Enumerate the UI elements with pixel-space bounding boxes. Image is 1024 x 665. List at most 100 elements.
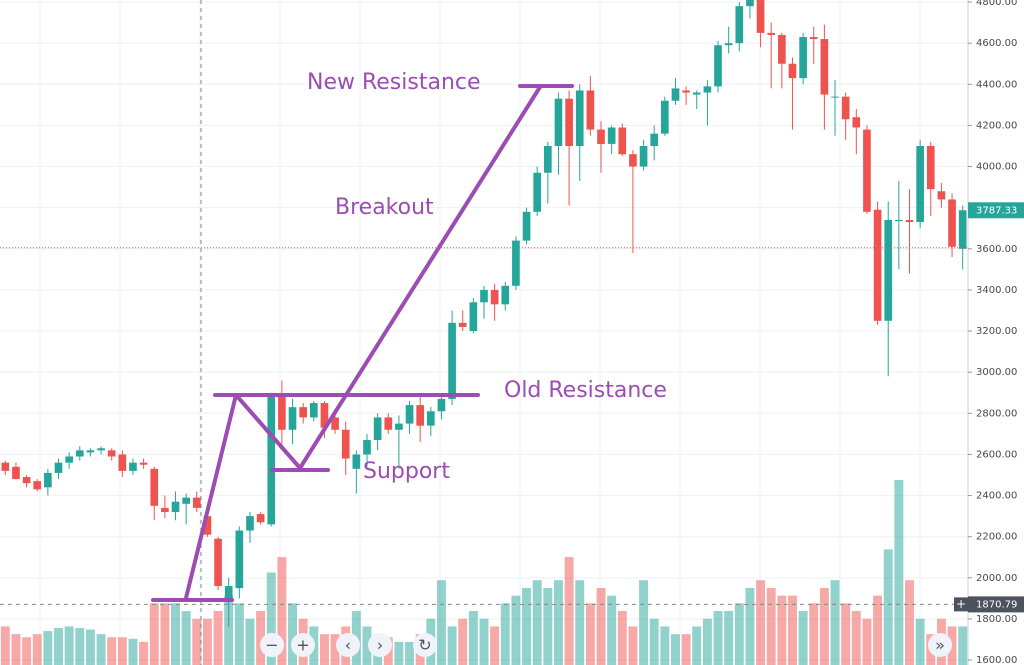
candle-body [426,411,435,426]
svg-text:›: › [377,636,383,655]
candle-body [182,497,190,504]
volume-bar [851,611,861,665]
scroll-right-button[interactable]: › [368,633,392,657]
candle-body [278,396,286,430]
volume-bar [671,634,680,665]
volume-bar [788,595,797,665]
volume-bar [830,580,840,665]
candle-body [820,39,829,95]
candle-body [65,456,73,463]
volume-bar [330,634,340,665]
volume-bar [32,634,42,665]
scroll-end-button[interactable]: » [928,633,952,657]
candle-body [746,0,754,7]
candle-body [161,507,169,513]
volume-bar [617,611,627,665]
svg-text:‹: ‹ [345,636,351,655]
volume-bar [532,580,542,665]
crosshair-plus[interactable] [954,597,968,612]
volume-bar [745,587,755,665]
volume-bar [798,611,808,665]
y-tick-label: 4000.00 [976,162,1017,173]
candle-body [884,220,893,321]
volume-bar [649,618,659,665]
candle-layer [1,0,967,628]
volume-bar [596,587,606,665]
annotation: Breakout [335,195,434,220]
candle-body [352,454,361,469]
volume-bar [660,626,670,665]
volume-bar [819,587,829,665]
candle-body [22,477,31,484]
volume-bar [405,641,415,665]
svg-text:↻: ↻ [418,636,431,655]
y-tick-label: 3000.00 [976,367,1017,378]
candle-body [629,154,637,167]
volume-bar [224,595,234,665]
candle-body [639,145,648,167]
volume-bar [362,626,372,665]
volume-bar [22,637,32,665]
candle-body [139,462,148,465]
candle-body [788,63,797,79]
volume-bar [245,618,255,665]
y-tick-label: 2200.00 [976,532,1017,543]
candle-body [129,462,137,471]
candle-body [650,133,659,146]
candle-body [373,417,382,441]
zoom-out-button[interactable]: − [260,633,284,657]
volume-bar [873,595,883,665]
toolbar: − + ‹ › ↻ » [260,633,952,657]
volume-bar [149,603,159,665]
zoom-in-button[interactable]: + [291,633,315,657]
candle-body [756,0,765,33]
candle-body [33,481,42,490]
candle-body [299,407,307,418]
volume-bar [319,634,329,665]
candle-body [522,211,531,241]
y-tick-label: 1600.00 [976,655,1017,665]
volume-bar [692,626,702,665]
trend-line [298,85,542,470]
candle-body [841,96,850,120]
candle-body [724,43,733,46]
grid [0,0,968,665]
volume-bar [894,480,904,665]
candle-body [437,398,446,412]
volume-bar [117,637,127,665]
volume-bar [171,603,180,665]
volume-bar [522,587,532,665]
candle-body [512,240,520,286]
candle-body [809,37,818,40]
volume-layer [0,480,968,665]
candle-body [384,417,393,430]
volume-bar [447,626,457,665]
reset-button[interactable]: ↻ [413,633,437,657]
candle-body [554,98,563,146]
volume-bar [841,603,851,665]
candle-body [246,516,254,531]
volume-bar [883,549,893,665]
volume-bar [564,557,574,665]
candle-body [395,423,403,430]
volume-bar [905,580,914,665]
candle-body [682,90,690,93]
volume-bar [85,629,95,665]
candle-body [224,586,233,599]
svg-text:»: » [935,636,945,655]
candle-body [107,450,116,457]
last-price-tag [968,202,1024,219]
volume-bar [958,626,968,665]
scroll-left-button[interactable]: ‹ [336,633,360,657]
candle-body [458,322,467,327]
candle-body [44,472,52,488]
candle-body [671,88,680,101]
volume-bar [11,634,21,665]
y-tick-label: 4600.00 [976,38,1017,49]
candle-body [501,285,510,305]
annotation: Support [363,459,450,484]
crosshair-plus-icon: + [956,597,966,611]
candle-body [288,407,297,430]
candle-body [597,129,605,144]
candle-body [363,440,371,455]
